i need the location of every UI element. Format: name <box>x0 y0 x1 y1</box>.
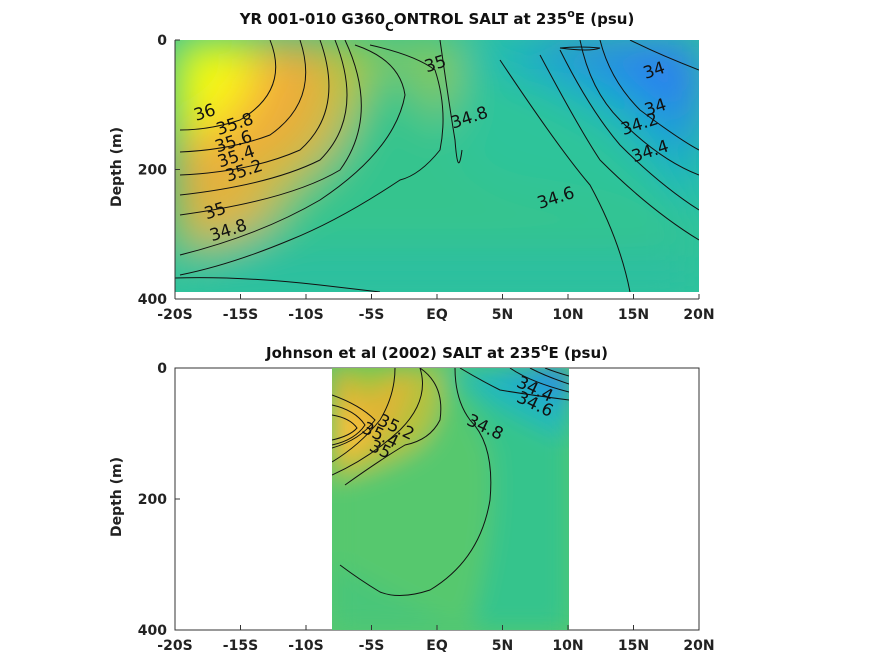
top-y-tick-label: 0 <box>157 33 167 49</box>
top-panel: YR 001-010 G360CONTROL SALT at 235oE (ps… <box>109 7 715 323</box>
bottom-x-tick-label: 15N <box>618 638 649 654</box>
top-x-tick-label: 5N <box>492 307 513 323</box>
bottom-x-tick-label: -10S <box>288 638 323 654</box>
bottom-contour-lines <box>332 368 569 596</box>
bottom-y-tick-label: 400 <box>138 623 167 639</box>
bottom-x-tick-label: 20N <box>683 638 714 654</box>
bottom-x-tick-label: -15S <box>223 638 258 654</box>
bottom-x-tick-label: -5S <box>359 638 385 654</box>
bottom-x-tick-label: 10N <box>552 638 583 654</box>
bottom-y-tick-label: 0 <box>157 361 167 377</box>
top-x-tick-label: -20S <box>157 307 192 323</box>
bottom-axes: -20S -15S -10S -5S EQ 5N 10N 15N 20N 0 200 400 <box>138 361 715 654</box>
top-y-axis-label: Depth (m) <box>109 127 125 207</box>
top-y-tick-label: 400 <box>138 292 167 308</box>
bottom-x-tick-label: -20S <box>157 638 192 654</box>
top-axes: -20S -15S -10S -5S EQ 5N 10N 15N 20N 0 200 400 <box>138 33 715 323</box>
bottom-panel: Johnson et al (2002) SALT at 235oE (psu) <box>109 341 715 654</box>
top-y-tick-label: 200 <box>138 163 167 179</box>
top-salinity-field: 3635.835.635.435.23534.83534.8343434.234… <box>175 40 699 292</box>
top-x-tick-label: 20N <box>683 307 714 323</box>
top-x-tick-label: -10S <box>288 307 323 323</box>
bottom-x-tick-label: 5N <box>492 638 513 654</box>
bottom-salinity-field: 34.434.634.835.235.435 <box>332 368 569 630</box>
bottom-y-tick-label: 200 <box>138 492 167 508</box>
top-x-tick-label: 10N <box>552 307 583 323</box>
top-x-tick-label: -5S <box>359 307 385 323</box>
bottom-x-tick-label: EQ <box>426 638 448 654</box>
top-contour-labels: 3635.835.635.435.23534.83534.8343434.234… <box>192 52 672 247</box>
top-contour-lines <box>175 40 699 292</box>
top-x-tick-label: EQ <box>426 307 448 323</box>
top-panel-title: YR 001-010 G360CONTROL SALT at 235oE (ps… <box>239 7 635 34</box>
top-x-tick-label: -15S <box>223 307 258 323</box>
bottom-y-axis-label: Depth (m) <box>109 457 125 537</box>
bottom-panel-title: Johnson et al (2002) SALT at 235oE (psu) <box>265 341 608 362</box>
top-x-tick-label: 15N <box>618 307 649 323</box>
